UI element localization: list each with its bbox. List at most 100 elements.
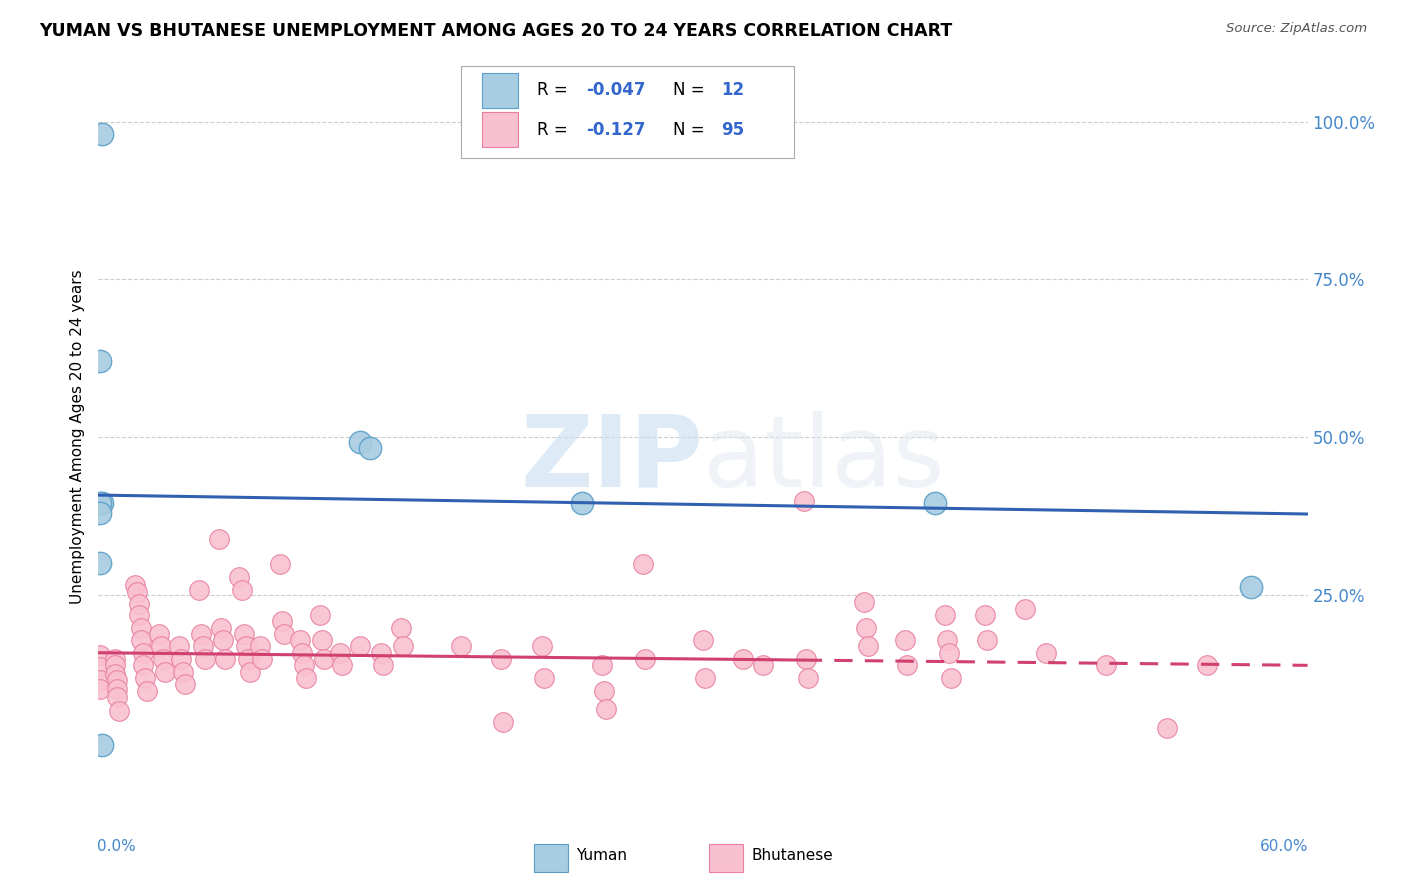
Point [1240, 580, 1263, 594]
Point [853, 595, 876, 609]
Point [250, 652, 273, 666]
FancyBboxPatch shape [482, 73, 517, 108]
Point [89, 496, 111, 510]
Point [208, 533, 231, 547]
Point [128, 607, 150, 622]
Point [858, 640, 880, 654]
Point [103, 658, 125, 673]
Point [391, 640, 413, 654]
Point [533, 671, 555, 685]
Point [330, 658, 353, 673]
Point [693, 671, 716, 685]
Point [91, 128, 114, 142]
Point [239, 665, 262, 679]
Point [893, 633, 915, 648]
Point [270, 614, 292, 628]
Point [249, 640, 271, 654]
Point [174, 677, 197, 691]
Point [370, 646, 392, 660]
Point [89, 648, 111, 662]
Point [794, 652, 817, 666]
Point [329, 646, 352, 660]
Point [595, 702, 617, 716]
Point [938, 646, 960, 660]
Point [212, 633, 235, 648]
Point [492, 715, 515, 730]
Point [170, 652, 193, 666]
Point [1035, 646, 1057, 660]
Point [105, 682, 128, 697]
Point [571, 496, 593, 510]
Point [236, 652, 259, 666]
Point [152, 652, 174, 666]
Point [1095, 658, 1118, 673]
Text: 60.0%: 60.0% [1260, 839, 1309, 855]
FancyBboxPatch shape [534, 844, 568, 871]
Point [309, 607, 332, 622]
Point [974, 607, 997, 622]
FancyBboxPatch shape [709, 844, 742, 871]
Point [939, 671, 962, 685]
Point [235, 640, 257, 654]
Point [935, 633, 957, 648]
Point [631, 558, 654, 572]
Point [209, 620, 232, 634]
Text: Yuman: Yuman [576, 848, 627, 863]
Text: ZIP: ZIP [520, 410, 703, 508]
Point [124, 578, 146, 592]
Point [89, 556, 111, 570]
Point [311, 633, 333, 648]
Point [314, 652, 336, 666]
Point [692, 633, 714, 648]
Point [934, 607, 956, 622]
Text: Source: ZipAtlas.com: Source: ZipAtlas.com [1226, 22, 1367, 36]
Point [190, 627, 212, 641]
Point [291, 646, 314, 660]
Point [593, 683, 616, 698]
Point [89, 506, 111, 520]
Y-axis label: Unemployment Among Ages 20 to 24 years: Unemployment Among Ages 20 to 24 years [69, 269, 84, 605]
Point [132, 658, 155, 673]
Point [135, 683, 157, 698]
Point [89, 673, 111, 687]
Point [134, 671, 156, 685]
Point [450, 640, 472, 654]
Point [232, 627, 254, 641]
Point [188, 582, 211, 597]
Point [752, 658, 775, 673]
Point [1014, 601, 1036, 615]
Text: Bhutanese: Bhutanese [751, 848, 834, 863]
Point [89, 660, 111, 674]
Point [295, 671, 318, 685]
FancyBboxPatch shape [461, 66, 793, 158]
Point [194, 652, 217, 666]
Point [855, 620, 877, 634]
Point [125, 584, 148, 599]
Text: YUMAN VS BHUTANESE UNEMPLOYMENT AMONG AGES 20 TO 24 YEARS CORRELATION CHART: YUMAN VS BHUTANESE UNEMPLOYMENT AMONG AG… [39, 22, 953, 40]
Point [349, 435, 371, 450]
Point [231, 582, 253, 597]
Point [733, 652, 755, 666]
Point [371, 658, 394, 673]
Text: R =: R = [537, 81, 574, 99]
Point [389, 620, 412, 634]
Point [292, 658, 315, 673]
Text: -0.127: -0.127 [586, 121, 645, 139]
Point [148, 627, 170, 641]
Text: N =: N = [672, 121, 710, 139]
Point [103, 666, 125, 681]
Point [591, 658, 613, 673]
Point [797, 671, 820, 685]
Point [793, 494, 815, 508]
Point [105, 673, 128, 687]
Point [273, 627, 295, 641]
Text: -0.047: -0.047 [586, 81, 645, 99]
Point [349, 640, 371, 654]
Point [107, 705, 129, 719]
Point [149, 640, 172, 654]
Point [896, 658, 918, 673]
Point [128, 597, 150, 611]
Point [269, 558, 291, 572]
Point [105, 690, 128, 704]
Text: 12: 12 [721, 81, 744, 99]
